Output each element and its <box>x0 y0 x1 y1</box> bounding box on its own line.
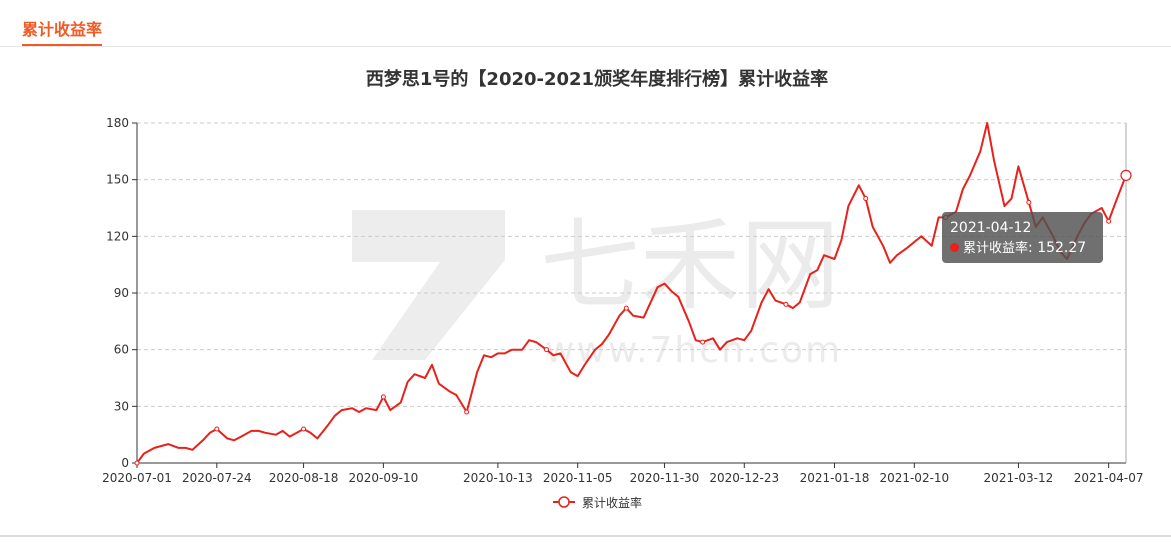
y-tick-label: 0 <box>121 456 129 470</box>
x-tick-label: 2021-03-12 <box>984 471 1054 485</box>
y-tick-label: 30 <box>114 399 129 413</box>
data-point[interactable] <box>623 305 629 311</box>
y-tick-label: 90 <box>114 286 129 300</box>
legend-label[interactable]: 累计收益率 <box>582 495 642 510</box>
x-tick-label: 2020-07-01 <box>102 471 172 485</box>
bottom-divider <box>0 535 1171 537</box>
tooltip-value: 152.27 <box>1037 240 1087 256</box>
x-tick-label: 2020-07-24 <box>182 471 252 485</box>
chart-title: 西梦思1号的【2020-2021颁奖年度排行榜】累计收益率 <box>366 68 828 90</box>
data-point[interactable] <box>1106 218 1112 224</box>
data-point[interactable] <box>214 426 220 432</box>
tooltip-colon: : <box>1028 240 1038 256</box>
watermark-brand: 七禾网 <box>540 207 840 324</box>
data-point[interactable] <box>134 460 140 466</box>
x-tick-label: 2021-01-18 <box>800 471 870 485</box>
tooltip-series-name: 累计收益率 <box>963 241 1029 256</box>
x-tick-label: 2021-04-07 <box>1074 471 1144 485</box>
x-tick-label: 2021-02-10 <box>879 471 949 485</box>
x-tick-label: 2020-10-13 <box>463 471 533 485</box>
x-tick-label: 2020-09-10 <box>349 471 419 485</box>
x-tick-label: 2020-08-18 <box>269 471 339 485</box>
y-tick-label: 180 <box>106 116 129 130</box>
x-tick-label: 2020-11-05 <box>543 471 613 485</box>
legend-marker <box>558 496 570 508</box>
data-point[interactable] <box>863 196 869 202</box>
data-point[interactable] <box>700 339 706 345</box>
tooltip: 2021-04-12 累计收益率: 152.27 <box>942 212 1103 263</box>
tooltip-row: 累计收益率: 152.27 <box>950 238 1095 258</box>
data-point[interactable] <box>301 426 307 432</box>
legend[interactable]: 累计收益率 <box>553 495 642 510</box>
y-tick-label: 150 <box>106 173 129 187</box>
tooltip-date: 2021-04-12 <box>950 220 1032 236</box>
header-bar: 累计收益率 <box>0 0 1171 47</box>
grid <box>137 122 1126 407</box>
x-tick-label: 2020-11-30 <box>630 471 700 485</box>
y-tick-label: 60 <box>114 343 129 357</box>
tooltip-series-dot <box>950 243 959 252</box>
highlighted-point[interactable] <box>1120 169 1132 181</box>
y-tick-label: 120 <box>106 229 129 243</box>
series-line <box>136 122 1127 464</box>
x-tick-label: 2020-12-23 <box>709 471 779 485</box>
data-point[interactable] <box>783 301 789 307</box>
axes: 0 30 60 90 120 150 180 2020-07-01 2020-07-24 2020… <box>102 116 1143 485</box>
data-point[interactable] <box>1026 199 1032 205</box>
tab-cumulative-return[interactable]: 累计收益率 <box>22 20 103 46</box>
data-point[interactable] <box>543 347 549 353</box>
watermark-logo-icon <box>352 210 505 360</box>
data-point[interactable] <box>464 409 470 415</box>
data-point[interactable] <box>380 394 386 400</box>
watermark: 七禾网 www.7hcn.com <box>352 207 840 371</box>
